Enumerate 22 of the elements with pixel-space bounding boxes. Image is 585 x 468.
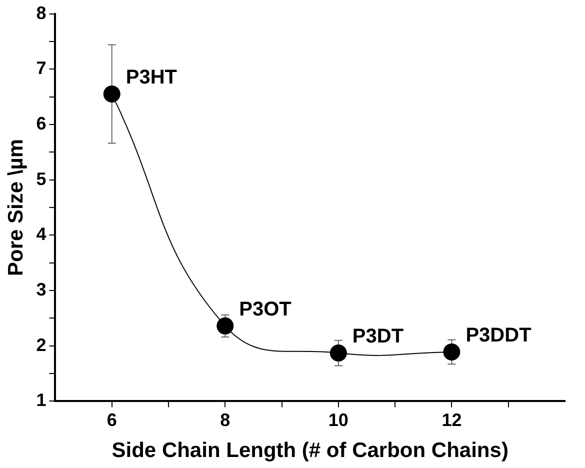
point [216,317,234,334]
y-tick-label: 1 [36,390,46,410]
annotation: P3DDT [466,324,532,346]
y-axis-title: Pore Size \µm [4,139,28,276]
point [330,344,347,362]
y-tick-label: 4 [36,224,46,244]
x-axis-title: Side Chain Length (# of Carbon Chains) [112,439,508,462]
x-tick-label: 10 [328,410,348,430]
x-tick-label: 6 [106,410,117,430]
y-tick-label: 8 [36,2,46,23]
y-tick-label: 5 [36,168,46,189]
annotation: P3DT [352,326,404,348]
x-tick-label: 8 [220,410,230,430]
point [103,86,120,103]
y-tick-label: 2 [36,334,46,355]
y-tick-label: 3 [36,279,46,300]
y-tick-label: 6 [36,113,46,134]
x-tick-label: 12 [442,410,462,430]
point [443,343,460,360]
annotation: P3HT [126,66,177,89]
annotation: P3OT [239,298,292,320]
y-tick-label: 7 [36,58,46,78]
